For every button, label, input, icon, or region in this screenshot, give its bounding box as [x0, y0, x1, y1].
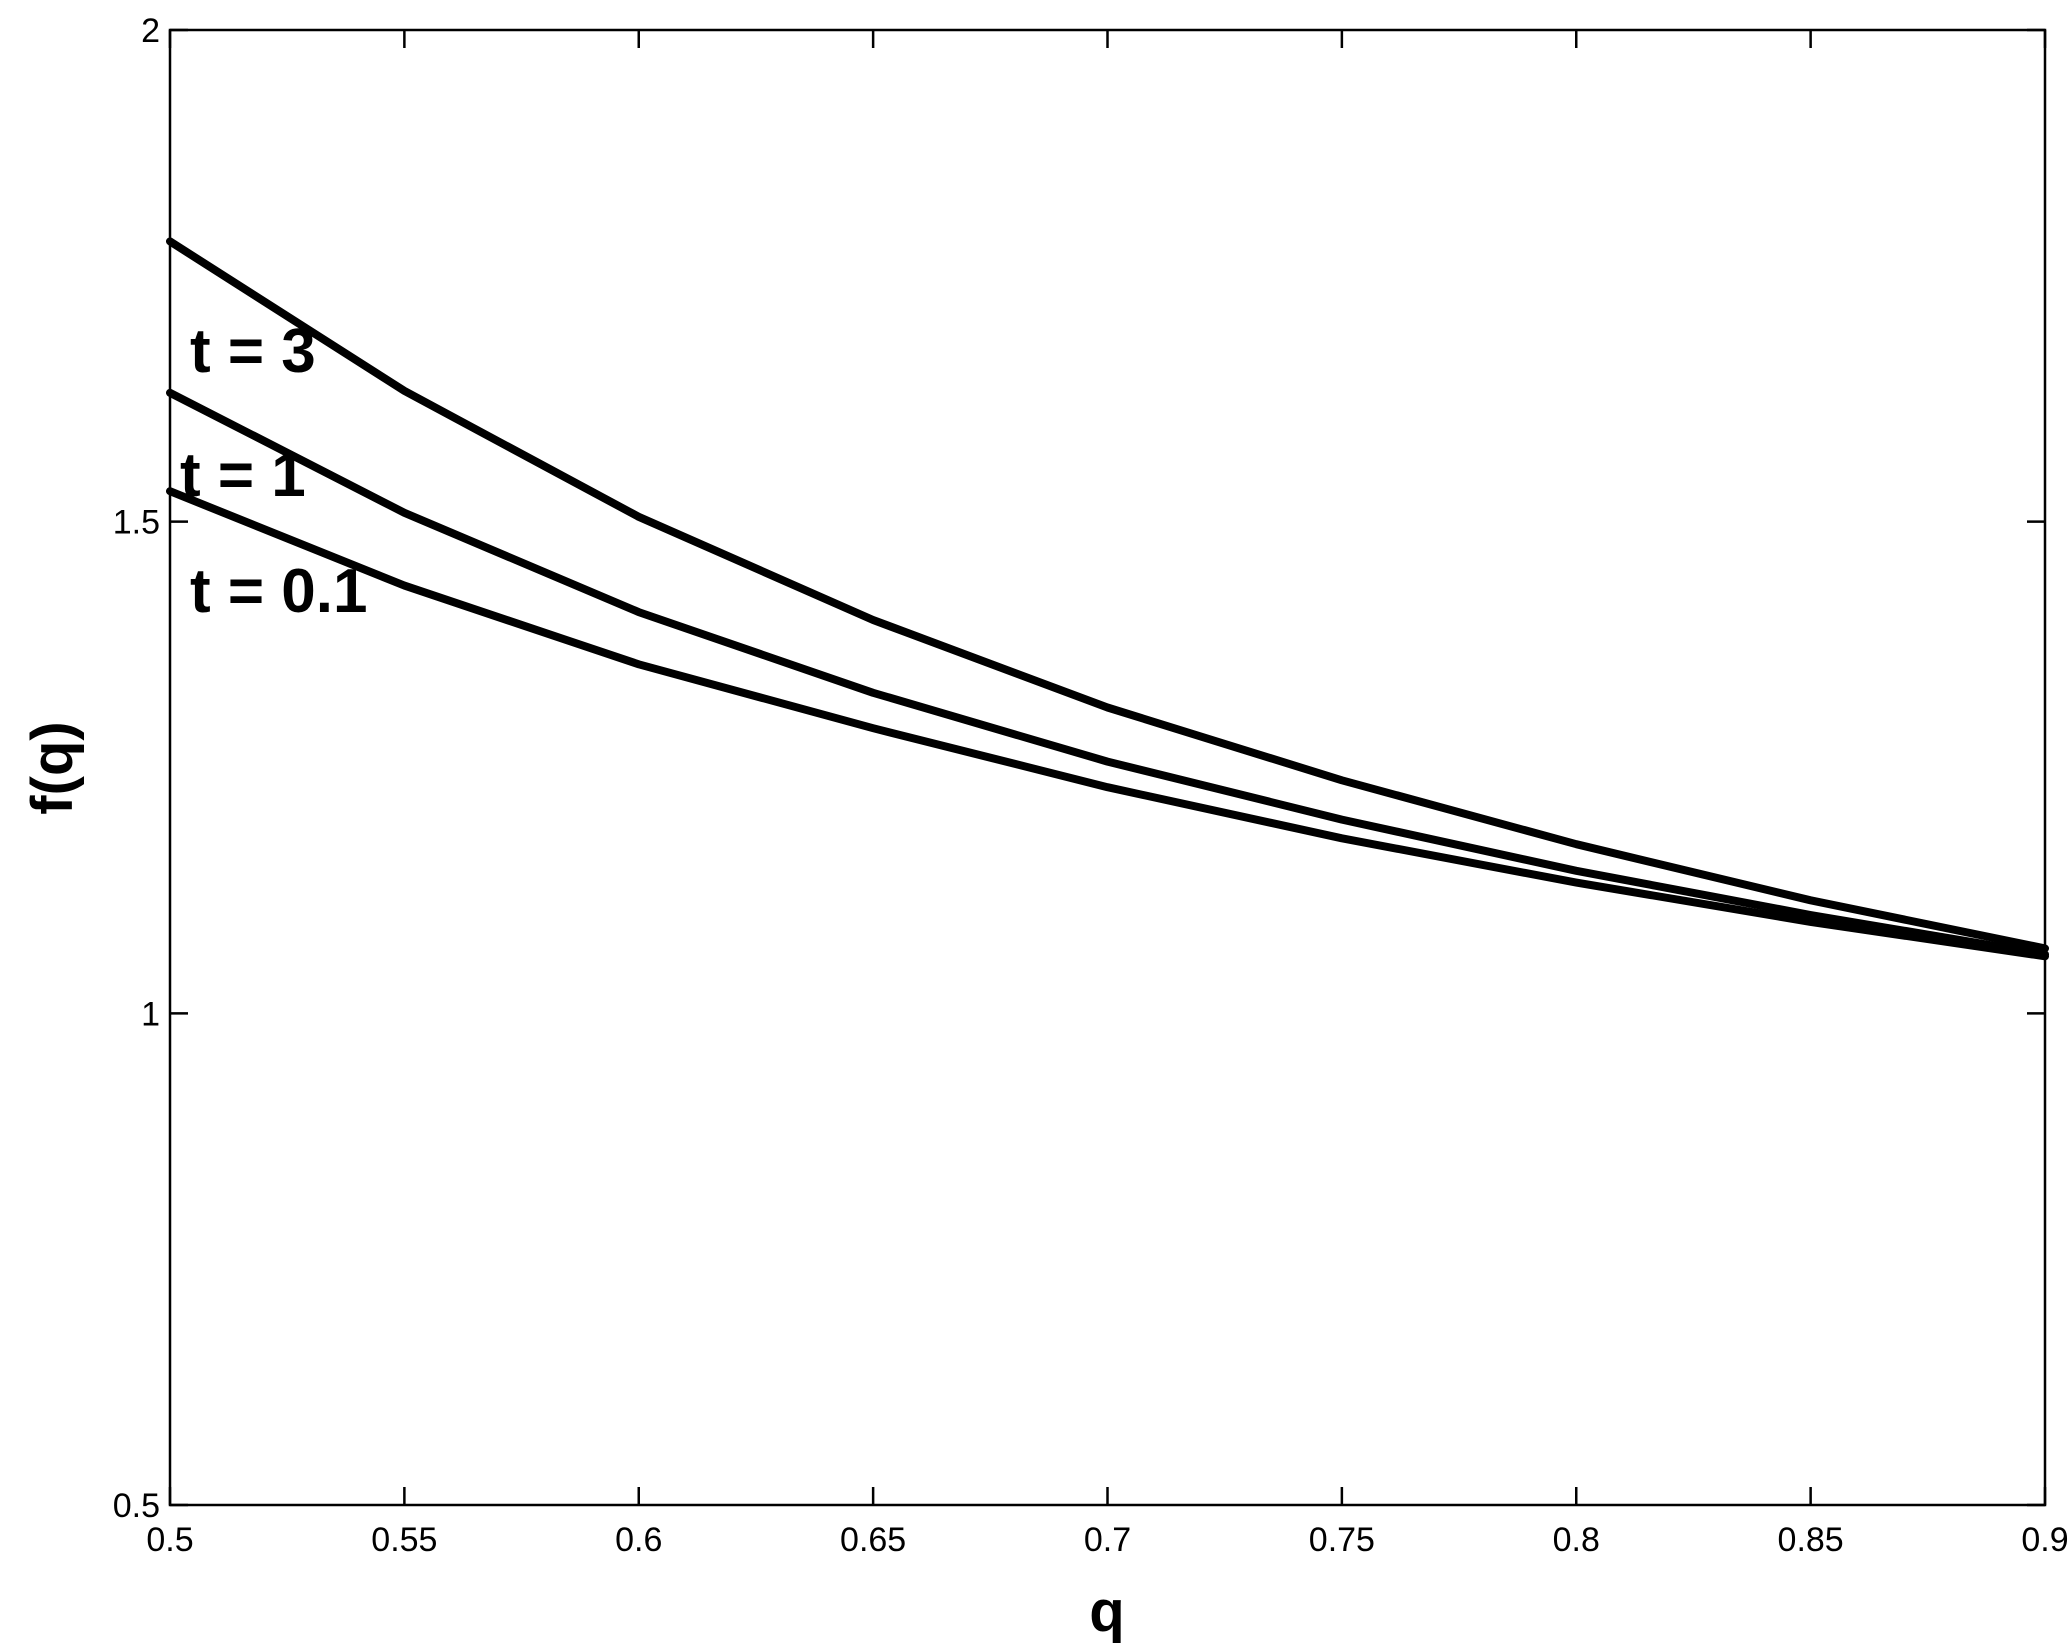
x-tick-label: 0.5	[146, 1521, 193, 1559]
curve-label-t01: t = 0.1	[190, 557, 368, 626]
y-tick-label: 1	[141, 995, 160, 1033]
y-tick-labels: 0.5 1 1.5 2	[113, 12, 160, 1525]
axis-ticks	[168, 28, 2047, 1507]
series-line-1	[166, 388, 2049, 959]
x-tick-label: 0.85	[1778, 1521, 1844, 1559]
y-axis-label: f(q)	[20, 721, 85, 814]
x-tick-label: 0.9	[2021, 1521, 2068, 1559]
x-tick-label: 0.55	[371, 1521, 437, 1559]
x-tick-label: 0.65	[840, 1521, 906, 1559]
plot-frame	[168, 28, 2047, 1507]
x-tick-label: 0.75	[1309, 1521, 1375, 1559]
curve-label-t1: t = 1	[180, 441, 306, 510]
curve-annotations: t = 3 t = 1 t = 0.1	[180, 317, 368, 626]
series-lines	[166, 237, 2049, 961]
y-tick-label: 1.5	[113, 504, 160, 542]
series-line-0	[166, 237, 2049, 953]
x-axis-label: q	[1089, 1579, 1124, 1643]
y-tick-label: 0.5	[113, 1487, 160, 1525]
series-line-2	[166, 487, 2049, 961]
x-tick-label: 0.8	[1553, 1521, 1600, 1559]
curve-label-t3: t = 3	[190, 317, 316, 386]
x-tick-label: 0.7	[1084, 1521, 1131, 1559]
y-tick-label: 2	[141, 12, 160, 50]
x-tick-label: 0.6	[615, 1521, 662, 1559]
x-tick-labels: 0.5 0.55 0.6 0.65 0.7 0.75 0.8 0.85 0.9	[146, 1521, 2068, 1559]
